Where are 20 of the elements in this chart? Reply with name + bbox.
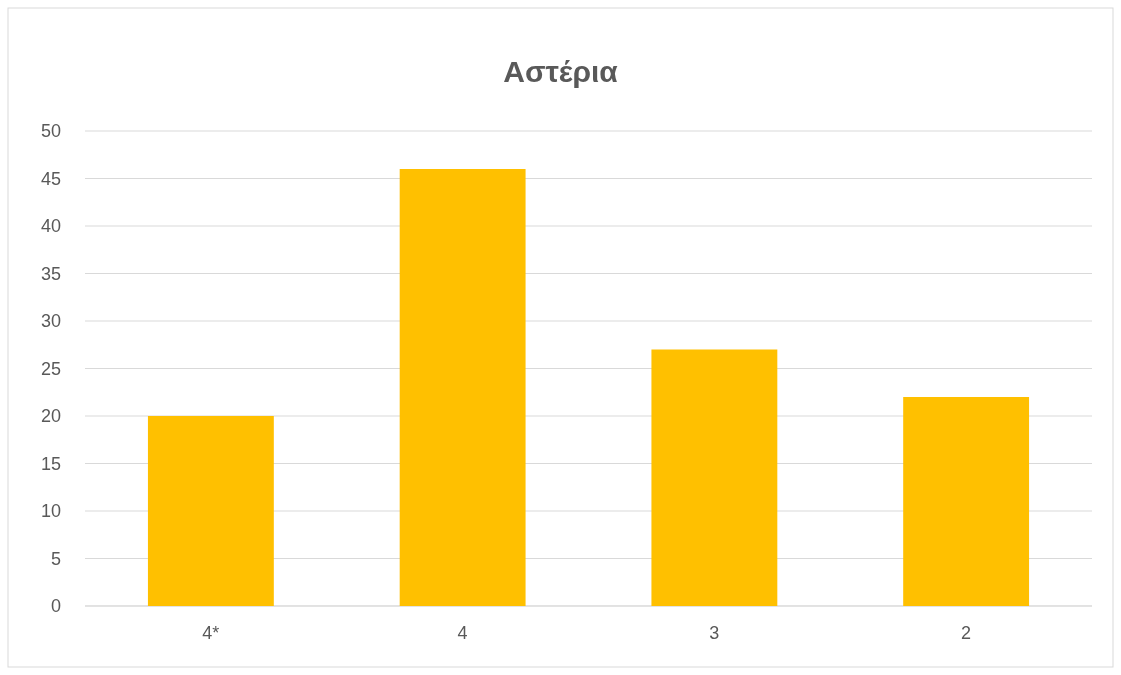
y-tick-label: 10 (40, 501, 61, 522)
y-tick-label: 0 (50, 596, 61, 617)
y-tick-label: 40 (40, 216, 61, 237)
y-tick-label: 35 (40, 263, 61, 284)
y-tick-label: 50 (40, 121, 61, 142)
bar (903, 397, 1030, 606)
y-tick-label: 25 (40, 358, 61, 379)
bar (147, 416, 274, 606)
y-tick-label: 15 (40, 453, 61, 474)
y-tick-label: 20 (40, 406, 61, 427)
y-tick-label: 45 (40, 168, 61, 189)
x-tick-label: 4 (457, 623, 468, 643)
x-tick-label: 2 (961, 623, 972, 643)
y-tick-label: 5 (50, 548, 61, 569)
y-tick-label: 30 (40, 311, 61, 332)
bar (651, 349, 778, 606)
bar (399, 169, 526, 606)
x-tick-label: 3 (709, 623, 720, 643)
chart-title: Αστέρια (503, 55, 619, 88)
x-tick-label: 4* (202, 623, 220, 643)
